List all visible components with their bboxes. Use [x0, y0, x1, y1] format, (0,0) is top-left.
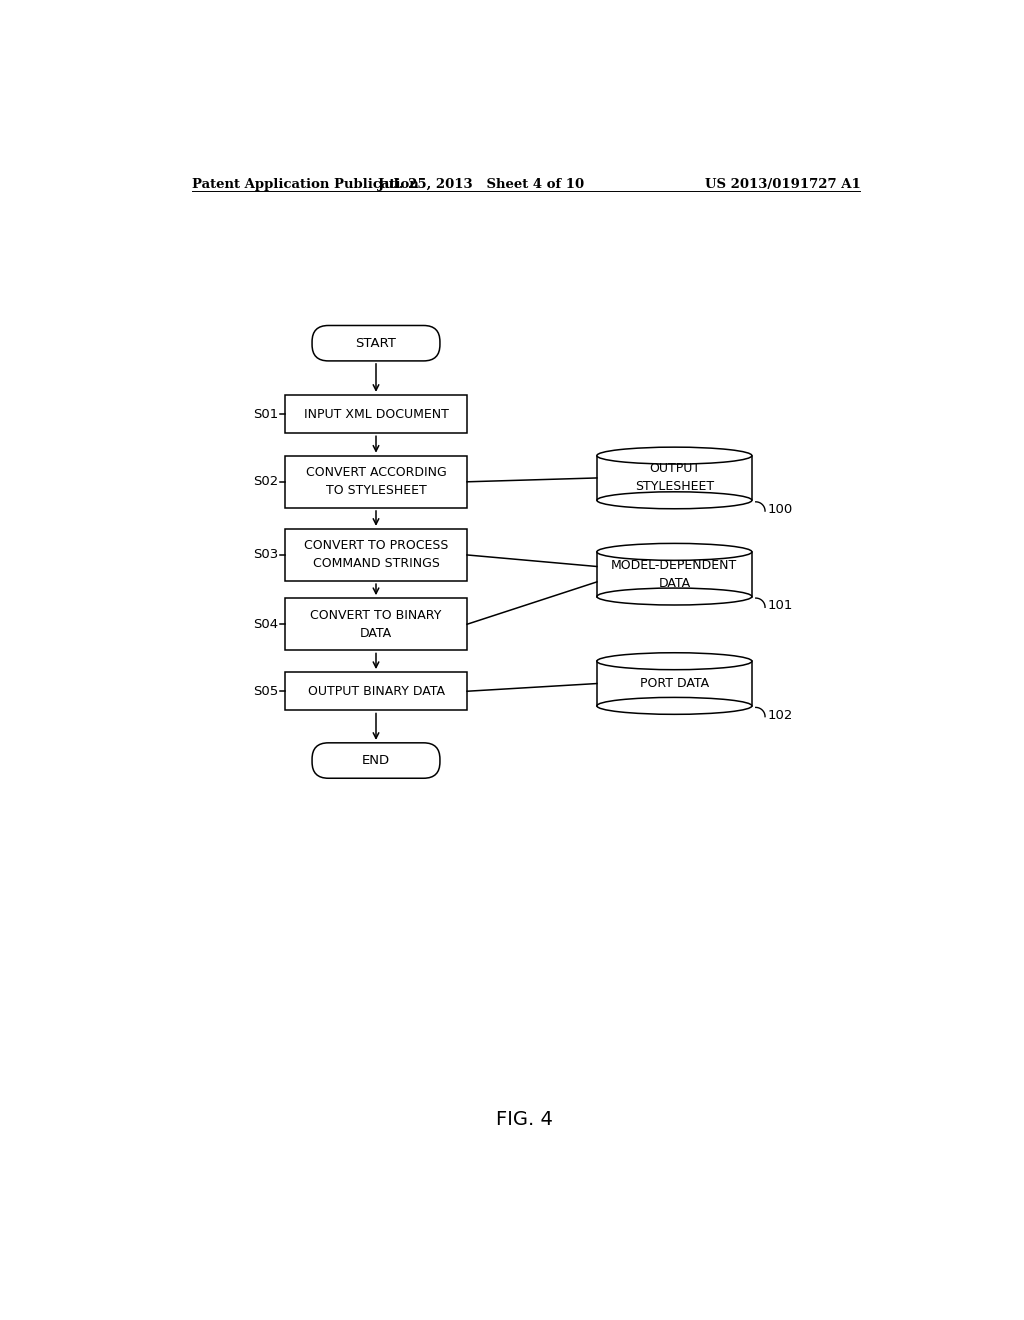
Text: OUTPUT BINARY DATA: OUTPUT BINARY DATA	[307, 685, 444, 698]
Text: OUTPUT
STYLESHEET: OUTPUT STYLESHEET	[635, 462, 714, 494]
Bar	[285, 598, 467, 651]
Ellipse shape	[597, 589, 752, 605]
FancyBboxPatch shape	[312, 326, 440, 360]
Text: CONVERT TO BINARY
DATA: CONVERT TO BINARY DATA	[310, 609, 441, 640]
Ellipse shape	[597, 447, 752, 465]
Bar	[285, 529, 467, 581]
Bar	[597, 455, 752, 500]
Ellipse shape	[597, 544, 752, 561]
Text: S05: S05	[254, 685, 279, 698]
Text: Jul. 25, 2013   Sheet 4 of 10: Jul. 25, 2013 Sheet 4 of 10	[378, 178, 584, 190]
Text: CONVERT TO PROCESS
COMMAND STRINGS: CONVERT TO PROCESS COMMAND STRINGS	[304, 540, 449, 570]
Bar	[285, 395, 467, 433]
Text: S04: S04	[254, 618, 279, 631]
Bar	[597, 661, 752, 706]
Bar	[597, 552, 752, 597]
Text: 102: 102	[767, 709, 793, 722]
Ellipse shape	[597, 697, 752, 714]
Text: S01: S01	[254, 408, 279, 421]
Bar	[285, 672, 467, 710]
Text: START: START	[355, 337, 396, 350]
Text: INPUT XML DOCUMENT: INPUT XML DOCUMENT	[303, 408, 449, 421]
Text: FIG. 4: FIG. 4	[497, 1110, 553, 1129]
Ellipse shape	[597, 492, 752, 508]
Text: END: END	[361, 754, 390, 767]
Text: US 2013/0191727 A1: US 2013/0191727 A1	[705, 178, 860, 190]
FancyBboxPatch shape	[312, 743, 440, 779]
Text: CONVERT ACCORDING
TO STYLESHEET: CONVERT ACCORDING TO STYLESHEET	[305, 466, 446, 498]
Text: MODEL-DEPENDENT
DATA: MODEL-DEPENDENT DATA	[611, 558, 737, 590]
Ellipse shape	[597, 653, 752, 669]
Text: 101: 101	[767, 599, 793, 612]
Text: PORT DATA: PORT DATA	[640, 677, 709, 690]
Text: Patent Application Publication: Patent Application Publication	[191, 178, 418, 190]
Text: S03: S03	[254, 548, 279, 561]
Text: S02: S02	[254, 475, 279, 488]
Text: 100: 100	[767, 503, 793, 516]
Bar	[285, 455, 467, 508]
